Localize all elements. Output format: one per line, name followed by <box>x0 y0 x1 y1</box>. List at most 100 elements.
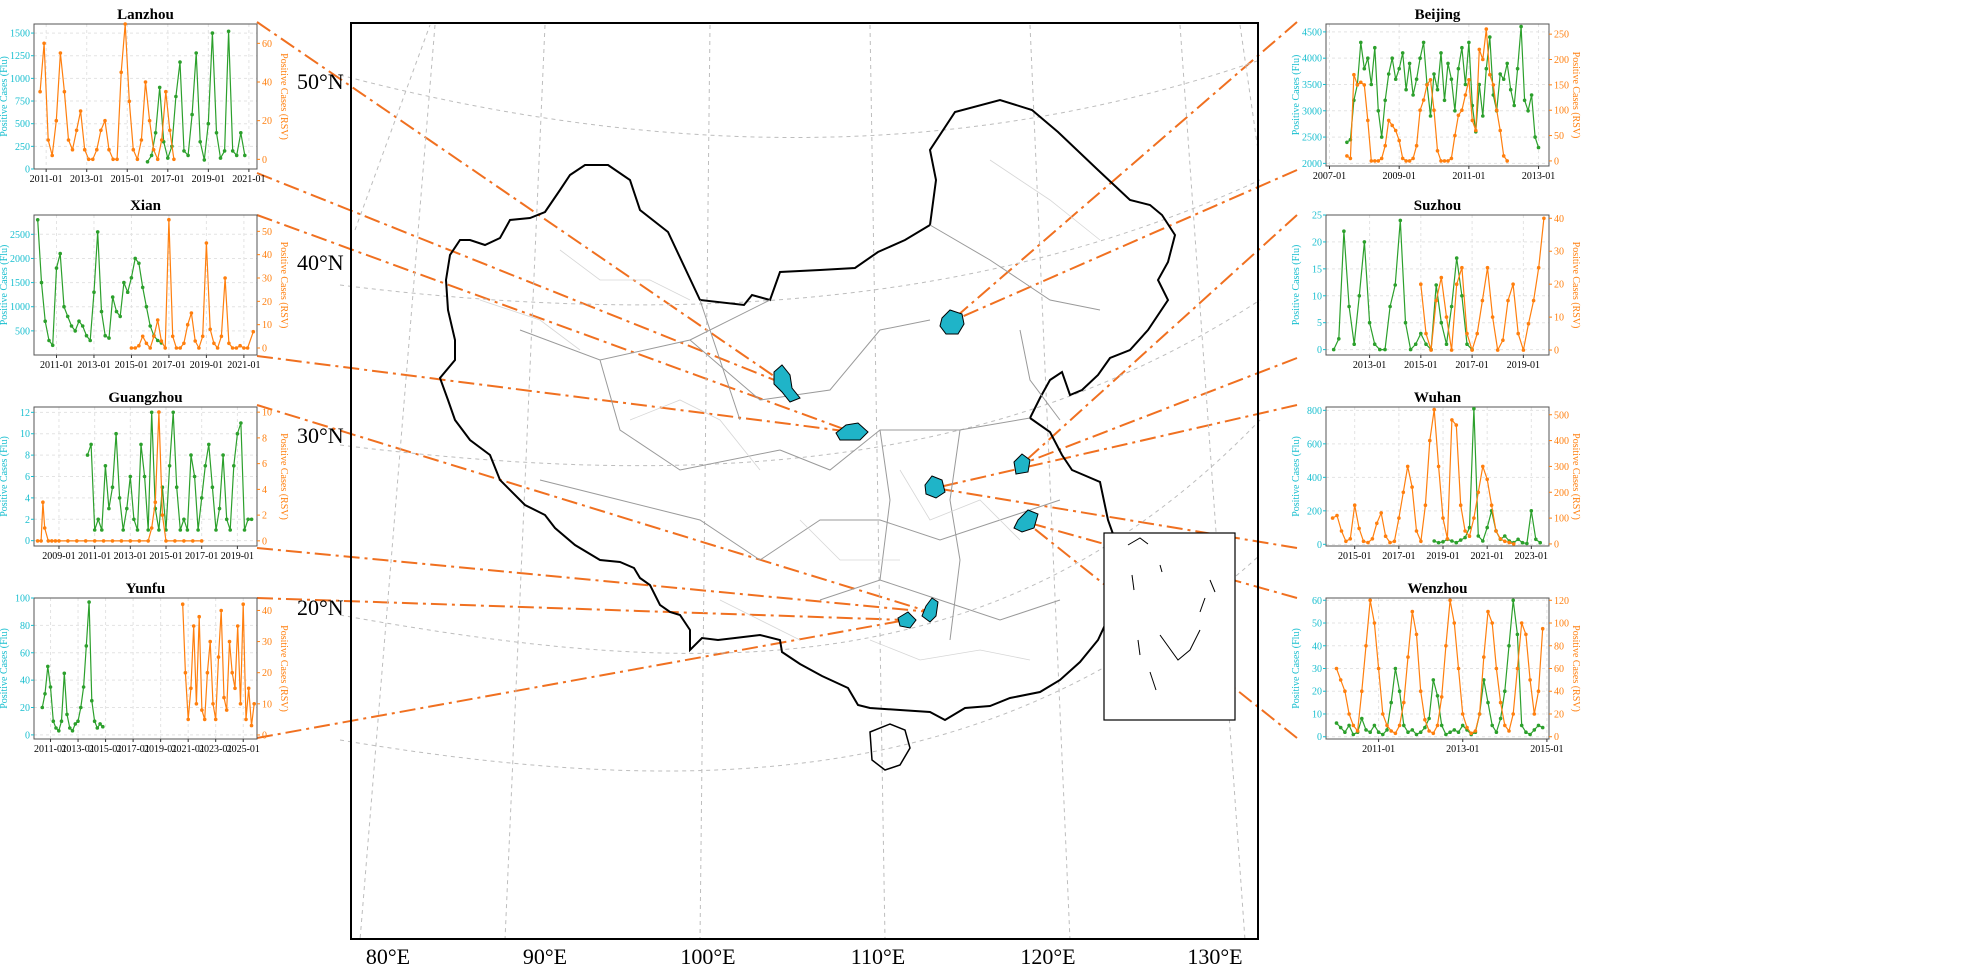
y-right-tick-label: 20 <box>262 116 272 127</box>
data-point-flu <box>182 149 186 153</box>
data-point-rsv <box>1439 695 1444 699</box>
data-point-flu <box>1449 304 1454 309</box>
data-point-rsv <box>242 346 246 350</box>
data-point-flu <box>1485 525 1489 530</box>
data-point-flu <box>1427 716 1431 721</box>
y-left-tick-label: 1000 <box>10 74 30 85</box>
data-point-rsv <box>157 410 161 414</box>
y-left-tick-label: 20 <box>1312 687 1322 698</box>
data-point-flu <box>1508 87 1513 92</box>
data-point-flu <box>1334 721 1339 725</box>
data-point-rsv <box>197 346 201 350</box>
data-point-rsv <box>1439 275 1444 280</box>
data-point-rsv <box>164 89 168 94</box>
data-point-flu <box>1376 730 1381 734</box>
data-point-flu <box>243 153 247 158</box>
data-point-flu <box>54 726 58 730</box>
y-right-tick-label: 80 <box>1554 641 1564 652</box>
y-left-tick-label: 4 <box>25 493 30 504</box>
data-point-flu <box>1449 77 1454 81</box>
data-point-flu <box>1501 77 1506 81</box>
x-tick-label: 2007-01 <box>1313 171 1346 182</box>
data-point-flu <box>1331 347 1336 352</box>
y-left-tick-label: 1000 <box>10 302 30 313</box>
data-point-flu <box>1529 509 1534 513</box>
chart-panel-suzhou: Suzhou 2013-01 2015-01 2017-01 2019-01 0 5 10 15… <box>1291 198 1581 371</box>
data-point-flu <box>1505 61 1509 66</box>
y-right-axis-label: Positive Cases (RSV) <box>278 625 289 712</box>
data-point-flu <box>1516 537 1520 542</box>
data-point-flu <box>1393 77 1398 81</box>
data-point-rsv <box>1465 725 1469 730</box>
data-point-rsv <box>1418 689 1423 693</box>
data-point-flu <box>73 722 78 726</box>
data-point-flu <box>1402 723 1406 728</box>
data-point-flu <box>1436 540 1441 545</box>
data-point-rsv <box>245 346 250 350</box>
data-point-flu <box>1515 632 1520 637</box>
data-point-flu <box>46 664 50 669</box>
data-point-rsv <box>1373 159 1377 163</box>
data-point-flu <box>1393 283 1397 287</box>
data-point-rsv <box>1379 511 1383 515</box>
data-point-rsv <box>1476 490 1481 495</box>
data-point-rsv <box>1432 407 1436 412</box>
longitude-line-0 <box>359 24 436 941</box>
x-tick-label: 2013-01 <box>114 551 147 562</box>
data-point-rsv <box>155 318 160 322</box>
y-left-tick-label: 25 <box>1312 211 1322 222</box>
y-right-tick-label: 200 <box>1554 488 1569 499</box>
x-tick-label: 2013-01 <box>61 744 94 755</box>
data-point-flu <box>114 309 119 314</box>
y-right-tick-label: 6 <box>262 459 267 470</box>
data-point-flu <box>1368 730 1372 734</box>
data-point-flu <box>1444 732 1448 737</box>
data-point-rsv <box>1392 539 1397 544</box>
data-point-rsv <box>1347 712 1351 716</box>
data-point-rsv <box>1526 321 1531 326</box>
data-point-rsv <box>42 526 47 530</box>
y-right-tick-label: 300 <box>1554 462 1569 473</box>
south-china-sea-inset <box>1103 532 1236 721</box>
data-point-flu <box>1498 72 1502 76</box>
y-left-tick-label: 2 <box>25 515 30 526</box>
data-point-rsv <box>224 708 229 712</box>
data-point-rsv <box>227 341 231 346</box>
data-point-flu <box>1526 109 1530 113</box>
data-point-flu <box>1482 678 1486 682</box>
data-point-rsv <box>1460 712 1465 716</box>
data-point-flu <box>68 726 72 730</box>
data-point-flu <box>77 319 81 324</box>
data-point-rsv <box>230 670 234 675</box>
leader-line <box>256 214 853 433</box>
data-point-rsv <box>1511 282 1515 287</box>
y-right-axis-label: Positive Cases (RSV) <box>1570 242 1581 329</box>
data-point-rsv <box>251 329 256 334</box>
data-point-rsv <box>1362 83 1367 87</box>
data-point-flu <box>84 333 89 338</box>
chart-panel-xian: Xian 2011-01 2013-01 2015-01 2017-01 2019-01 2… <box>0 198 289 371</box>
y-right-tick-label: 50 <box>1554 131 1564 142</box>
data-point-rsv <box>202 717 207 722</box>
data-point-rsv <box>152 334 156 339</box>
data-point-rsv <box>1348 156 1353 161</box>
chart-title: Guangzhou <box>108 390 182 406</box>
data-point-rsv <box>1379 156 1384 161</box>
data-point-flu <box>1463 535 1467 540</box>
data-point-rsv <box>1334 666 1339 671</box>
data-point-flu <box>1533 135 1537 139</box>
data-point-flu <box>125 290 130 295</box>
x-tick-label: 2015-01 <box>1338 551 1371 562</box>
data-point-flu <box>198 140 202 144</box>
y-left-axis-label: Positive Cases (Flu) <box>0 436 10 517</box>
province-borders-light <box>479 159 1101 661</box>
data-point-rsv <box>133 346 137 350</box>
data-point-rsv <box>66 539 70 543</box>
data-point-rsv <box>1542 216 1546 221</box>
data-point-rsv <box>1507 729 1511 733</box>
y-left-tick-label: 1250 <box>10 51 30 62</box>
data-point-flu <box>70 729 75 733</box>
data-point-rsv <box>1428 438 1432 443</box>
latitude-line-0 <box>339 59 1261 138</box>
